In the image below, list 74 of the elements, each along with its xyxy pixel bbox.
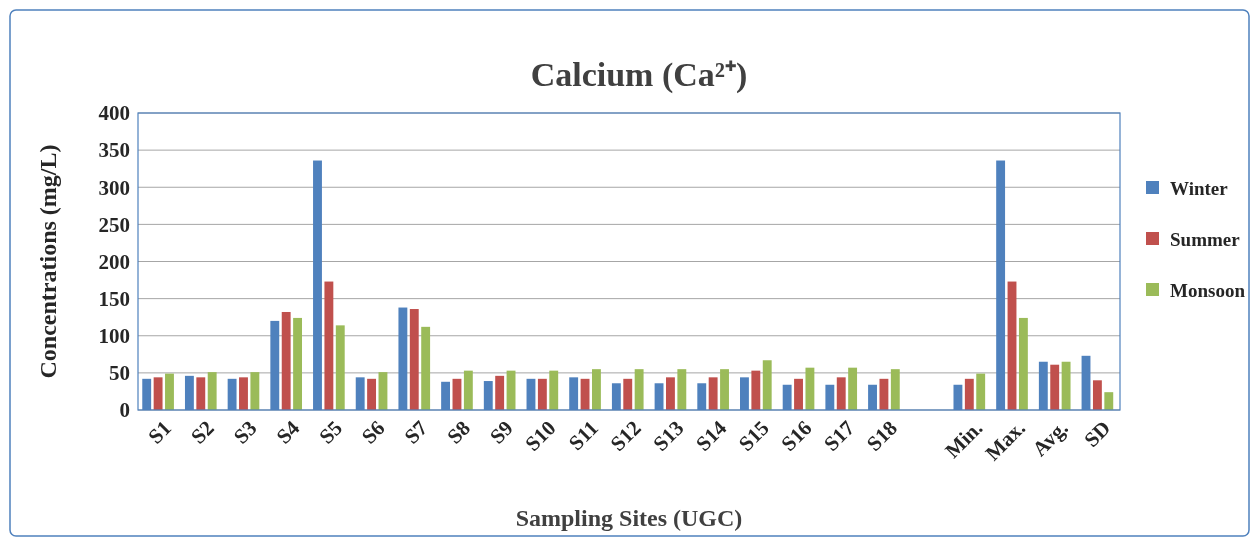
bar [805,367,815,410]
chart-title: Calcium (Ca²⁺) [530,56,748,94]
bar [250,372,260,410]
y-tick-label: 0 [119,398,130,423]
bar [367,378,377,410]
bar [165,373,174,410]
bar [976,373,986,410]
bar [751,370,761,410]
bar [409,309,419,410]
x-tick-label: S8 [442,415,475,449]
x-tick-label: S11 [563,415,604,456]
x-tick-label: Avg. [1027,415,1073,461]
y-tick-label: 250 [98,212,130,237]
bar [537,378,547,410]
bar [239,377,248,410]
x-tick-label: S6 [356,415,390,449]
bar [324,281,334,410]
bar [1092,380,1102,410]
bar [666,377,675,410]
bar [281,311,291,410]
bar [592,369,601,410]
x-tick-label: S3 [228,415,262,449]
x-tick-label: S13 [648,415,689,456]
bar [634,369,644,410]
x-tick-label: S18 [861,415,902,456]
bar [1018,317,1028,410]
y-tick-label: 400 [98,101,130,126]
y-tick-label: 50 [109,361,130,386]
y-axis-title: Concentrations (mg/L) [35,144,61,379]
legend-label: Winter [1170,177,1229,199]
bar [1050,364,1060,410]
bar [207,372,217,410]
x-tick-label: SD [1079,415,1116,452]
bar [549,370,559,410]
y-tick-label: 100 [98,324,130,349]
x-tick-label: S10 [520,415,561,456]
bar [196,377,206,410]
x-tick-label: S14 [691,415,732,456]
legend-label: Summer [1170,228,1241,250]
y-tick-label: 200 [98,249,130,274]
x-tick-label: S5 [314,415,347,449]
bar [890,369,900,410]
bar [153,377,163,410]
y-tick-label: 150 [98,286,130,311]
bar [677,369,687,410]
x-tick-label: S9 [484,415,518,449]
bar [879,378,889,410]
x-tick-label: S7 [399,415,433,449]
bar [335,325,345,410]
x-tick-label: S17 [819,415,860,456]
bar [293,317,303,410]
x-tick-label: S4 [271,415,305,449]
y-tick-label: 350 [98,138,130,163]
bar [1061,361,1071,410]
x-tick-label: S2 [186,415,219,449]
bar [421,326,431,410]
bar [762,360,772,410]
bar [848,367,858,410]
bar [720,369,729,410]
bar [836,377,846,410]
bar [1104,392,1114,410]
bar [495,375,505,410]
x-tick-label: S1 [143,415,177,449]
y-tick-label: 300 [98,175,130,200]
x-tick-label: S15 [733,415,774,456]
bar [708,377,718,410]
bar [964,378,974,410]
x-axis-title: Sampling Sites (UGC) [515,505,743,531]
bar [794,378,803,410]
bar [463,370,473,410]
x-tick-label: S12 [605,415,646,456]
legend-label: Monsoon [1170,279,1246,301]
x-tick-label: S16 [776,415,817,456]
bar [623,378,633,410]
